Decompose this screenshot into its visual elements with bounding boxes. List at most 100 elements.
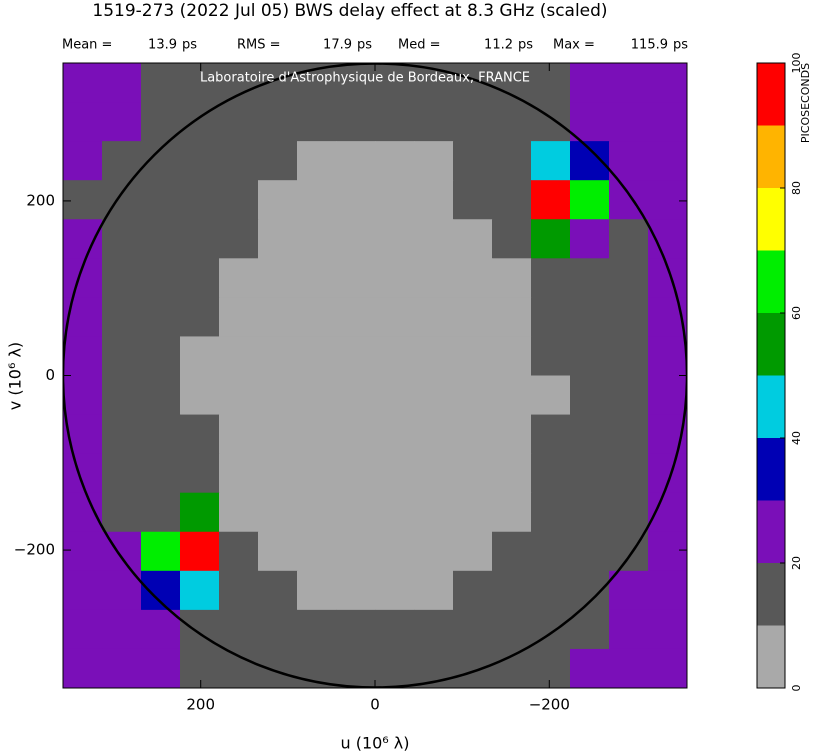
cell	[63, 336, 103, 376]
stat-label: Med =	[398, 38, 441, 53]
cell	[453, 648, 493, 688]
cell	[297, 414, 337, 455]
cell	[609, 609, 649, 650]
cell	[102, 375, 142, 416]
cell	[648, 336, 687, 376]
cell	[531, 180, 571, 220]
cell	[102, 570, 142, 611]
cell	[609, 492, 649, 533]
cell	[102, 258, 142, 298]
y-tick-label: 200	[26, 191, 55, 209]
cell	[219, 570, 259, 611]
cell	[336, 609, 376, 650]
cell	[219, 492, 259, 533]
cell	[219, 531, 259, 572]
cell	[102, 414, 142, 455]
cell	[141, 531, 181, 572]
cell	[648, 492, 687, 533]
cell	[492, 102, 532, 142]
cell	[297, 297, 337, 337]
cell	[180, 531, 220, 572]
cell	[219, 609, 259, 650]
cell	[180, 648, 220, 688]
cell	[297, 141, 337, 181]
cell	[258, 180, 298, 220]
cell	[375, 609, 415, 650]
cell	[63, 531, 103, 572]
cell	[180, 414, 220, 455]
colorbar-tick-label: 60	[790, 306, 803, 320]
cell	[414, 102, 454, 142]
cell	[414, 531, 454, 572]
cell	[609, 102, 649, 142]
cell	[609, 63, 649, 103]
stat-value: 11.2	[484, 38, 513, 53]
x-axis-label: u (10⁶ λ)	[340, 734, 409, 753]
cell	[492, 219, 532, 259]
cell	[141, 609, 181, 650]
stat-value: 115.9	[631, 38, 668, 53]
cell	[180, 180, 220, 220]
cell	[375, 570, 415, 611]
cell	[570, 258, 610, 298]
cell	[63, 63, 103, 103]
colorbar-tick-label: 80	[790, 181, 803, 195]
cell	[336, 492, 376, 533]
cell	[570, 141, 610, 181]
cell	[609, 375, 649, 416]
cell	[336, 102, 376, 142]
cell	[609, 336, 649, 376]
cell	[414, 258, 454, 298]
cell	[180, 570, 220, 611]
cell	[297, 492, 337, 533]
cell	[375, 414, 415, 455]
cell	[492, 570, 532, 611]
cell	[570, 63, 610, 103]
cell	[414, 336, 454, 376]
cell	[336, 453, 376, 494]
colorbar-frame	[756, 62, 786, 689]
cell	[648, 375, 687, 416]
cell	[375, 531, 415, 572]
cell	[258, 336, 298, 376]
cell	[531, 570, 571, 611]
cell	[258, 258, 298, 298]
cell	[570, 570, 610, 611]
cell	[102, 297, 142, 337]
cell	[570, 609, 610, 650]
cell	[570, 453, 610, 494]
cell	[258, 414, 298, 455]
cell	[375, 375, 415, 416]
cell	[219, 453, 259, 494]
cell	[570, 492, 610, 533]
cell	[336, 336, 376, 376]
cell	[648, 648, 687, 688]
cell	[609, 219, 649, 259]
cell	[336, 531, 376, 572]
cell	[531, 258, 571, 298]
cell	[453, 297, 493, 337]
colorbar-segment	[757, 500, 785, 563]
stat-value: 17.9	[323, 38, 352, 53]
cell	[570, 375, 610, 416]
cell	[219, 180, 259, 220]
colorbar-tick-label: 40	[790, 431, 803, 445]
cell	[414, 492, 454, 533]
cell	[63, 492, 103, 533]
cell	[180, 492, 220, 533]
colorbar-tick-label: 0	[790, 685, 803, 692]
cell	[453, 570, 493, 611]
cell	[492, 609, 532, 650]
cell	[336, 414, 376, 455]
cell	[63, 570, 103, 611]
x-tick-label: 200	[186, 696, 215, 714]
cell	[570, 414, 610, 455]
cell	[453, 102, 493, 142]
cell	[63, 609, 103, 650]
cell	[102, 63, 142, 103]
cell	[141, 63, 181, 103]
cell	[102, 648, 142, 688]
cell	[609, 648, 649, 688]
stat-unit: ps	[182, 38, 197, 53]
